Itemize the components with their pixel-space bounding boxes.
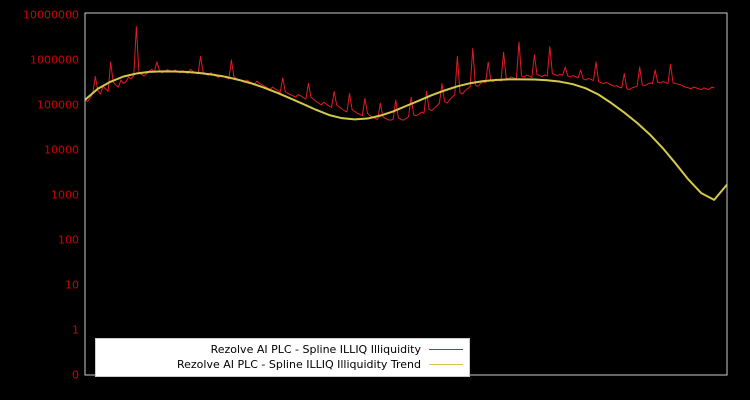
legend-entry-illiquidity: Rezolve AI PLC - Spline ILLIQ Illiquidit…: [102, 342, 463, 357]
y-axis-tick-label: 10000000: [23, 8, 79, 22]
plot-background: [85, 13, 727, 375]
y-axis-tick-label: 100000: [37, 98, 79, 112]
legend-entry-illiquidity-trend: Rezolve AI PLC - Spline ILLIQ Illiquidit…: [102, 357, 463, 372]
y-axis-tick-label: 1000: [51, 188, 79, 202]
illiquidity-line: [85, 26, 715, 121]
series-layer: [85, 26, 727, 201]
y-axis-tick-label: 10000: [44, 143, 79, 157]
y-axis-tick-label: 0: [72, 368, 79, 382]
y-axis-tick-labels: 10000000 1000000 100000 10000 1000 100 10 1 0: [0, 0, 79, 400]
legend-label-illiquidity: Rezolve AI PLC - Spline ILLIQ Illiquidit…: [210, 343, 421, 356]
illiquidity-trend-line: [85, 70, 727, 201]
y-axis-tick-label: 100: [58, 233, 79, 247]
legend-label-illiquidity-trend: Rezolve AI PLC - Spline ILLIQ Illiquidit…: [176, 358, 421, 371]
legend-swatch-illiquidity: [429, 349, 463, 350]
y-axis-tick-label: 1: [72, 323, 79, 337]
y-axis-tick-label: 1000000: [30, 53, 79, 67]
chart-legend: Rezolve AI PLC - Spline ILLIQ Illiquidit…: [95, 338, 470, 377]
legend-swatch-illiquidity-trend: [429, 364, 463, 365]
y-axis-tick-label: 10: [65, 278, 79, 292]
